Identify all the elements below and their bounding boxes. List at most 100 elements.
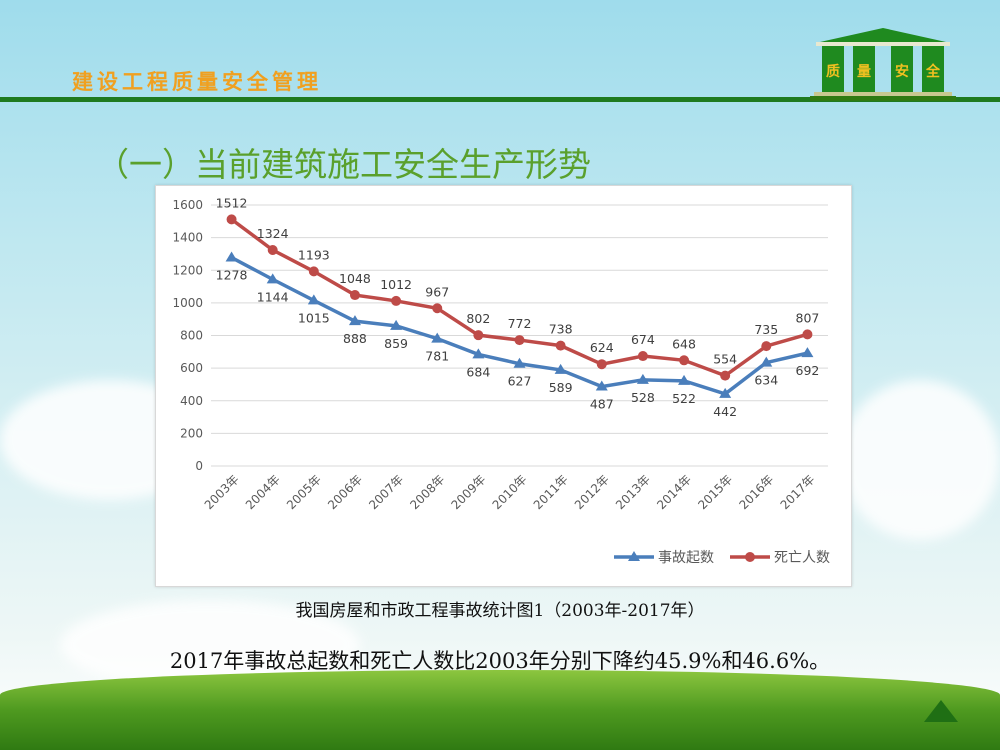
data-label: 589: [549, 380, 573, 395]
data-point: [472, 348, 485, 359]
x-tick-label: 2005年: [284, 472, 324, 512]
cloud: [840, 380, 1000, 540]
data-label: 634: [754, 373, 778, 388]
data-point: [431, 332, 444, 343]
data-point: [514, 335, 525, 346]
data-point: [636, 373, 649, 384]
quality-safety-logo: 质 量 安 全: [810, 28, 956, 101]
legend-label: 死亡人数: [774, 550, 830, 566]
svg-text:质: 质: [826, 63, 840, 80]
x-tick-label: 2006年: [325, 472, 365, 512]
y-tick-label: 0: [195, 459, 203, 473]
x-tick-label: 2016年: [736, 472, 776, 512]
data-point: [761, 341, 772, 352]
data-point: [348, 315, 361, 326]
data-point: [595, 380, 608, 391]
data-point: [637, 351, 648, 362]
data-label: 487: [590, 397, 614, 412]
data-label: 888: [343, 331, 367, 346]
slide-title: （一）当前建筑施工安全生产形势: [96, 145, 591, 184]
x-tick-label: 2010年: [490, 472, 530, 512]
summary-text: 2017年事故总起数和死亡人数比2003年分别下降约45.9%和46.6%。: [169, 649, 831, 673]
data-label: 648: [672, 336, 696, 351]
data-point: [349, 290, 360, 301]
data-label: 1512: [216, 195, 248, 210]
data-label: 1012: [380, 277, 412, 292]
data-point: [266, 273, 279, 284]
chart-caption: 我国房屋和市政工程事故统计图1（2003年-2017年）: [295, 601, 705, 621]
x-tick-label: 2017年: [778, 472, 818, 512]
y-tick-label: 800: [180, 329, 203, 343]
svg-text:全: 全: [925, 63, 941, 80]
data-point: [554, 363, 567, 374]
svg-text:安: 安: [895, 63, 909, 80]
data-label: 802: [466, 311, 490, 326]
header-title: 建设工程质量安全管理: [72, 70, 322, 94]
data-label: 684: [466, 364, 490, 379]
data-point: [267, 245, 278, 256]
chart-container: 0 200 400 600 800 1000 1200 1400 1600 2003年 2004年 2…: [155, 185, 852, 587]
data-label: 781: [425, 349, 449, 364]
data-label: 735: [754, 322, 778, 337]
data-label: 1144: [257, 289, 289, 304]
data-point: [307, 294, 320, 305]
data-label: 674: [631, 332, 655, 347]
data-label: 1324: [257, 226, 289, 241]
x-tick-label: 2011年: [531, 472, 571, 512]
data-point: [801, 347, 814, 358]
y-tick-label: 1400: [172, 231, 203, 245]
data-point: [760, 356, 773, 367]
data-label: 1193: [298, 247, 330, 262]
data-point: [513, 357, 526, 368]
data-label: 692: [796, 363, 820, 378]
data-point: [473, 330, 484, 341]
data-point: [226, 214, 237, 225]
data-point: [719, 387, 732, 398]
data-label: 554: [713, 352, 737, 367]
data-point: [391, 295, 402, 306]
data-label: 442: [713, 404, 737, 419]
x-tick-label: 2008年: [407, 472, 447, 512]
data-label: 1015: [298, 310, 330, 325]
triangle-up-icon[interactable]: [924, 700, 958, 722]
data-label: 859: [384, 336, 408, 351]
data-label: 522: [672, 391, 696, 406]
data-point: [720, 370, 731, 381]
data-label: 627: [508, 374, 532, 389]
data-point: [308, 266, 319, 277]
legend-label: 事故起数: [658, 550, 714, 566]
header-divider: [0, 97, 1000, 102]
data-label: 1278: [216, 268, 248, 283]
x-tick-label: 2007年: [366, 472, 406, 512]
data-point: [390, 319, 403, 330]
x-tick-label: 2014年: [654, 472, 694, 512]
data-label: 738: [549, 322, 573, 337]
data-point: [432, 303, 443, 314]
data-label: 807: [796, 310, 820, 325]
data-point: [555, 340, 566, 351]
y-tick-label: 1000: [172, 296, 203, 310]
y-tick-label: 1600: [172, 198, 203, 212]
x-tick-label: 2015年: [695, 472, 735, 512]
y-tick-label: 1200: [172, 263, 203, 277]
data-point: [225, 251, 238, 262]
x-tick-label: 2004年: [243, 472, 283, 512]
grass-background: [0, 670, 1000, 750]
svg-text:量: 量: [857, 64, 871, 80]
y-tick-label: 400: [180, 394, 203, 408]
data-point: [678, 374, 691, 385]
data-label: 1048: [339, 271, 371, 286]
data-label: 967: [425, 284, 449, 299]
data-point: [596, 359, 607, 370]
x-tick-label: 2009年: [449, 472, 489, 512]
legend-marker: [745, 552, 755, 562]
data-point: [679, 355, 690, 366]
data-label: 772: [508, 316, 532, 331]
data-point: [802, 329, 813, 340]
x-tick-label: 2003年: [202, 472, 242, 512]
y-tick-label: 600: [180, 361, 203, 375]
y-tick-label: 200: [180, 426, 203, 440]
x-tick-label: 2012年: [572, 472, 612, 512]
data-label: 528: [631, 390, 655, 405]
